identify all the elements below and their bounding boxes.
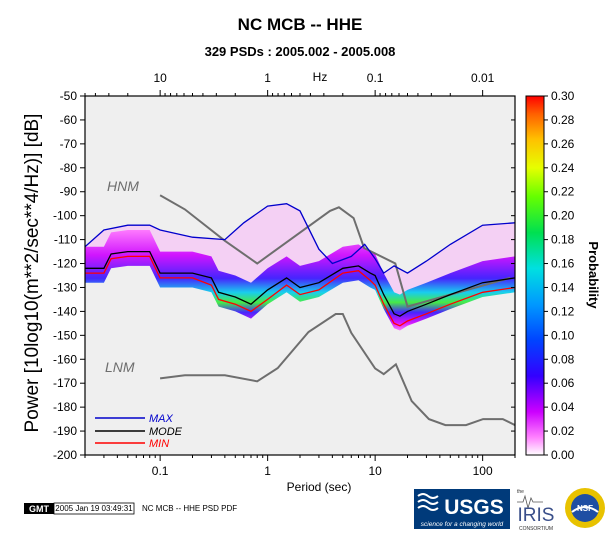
- nsf-text: NSF: [577, 504, 593, 513]
- y-tick-label: -200: [53, 448, 77, 462]
- top-tick-label: 0.1: [367, 71, 384, 85]
- y-tick-label: -70: [60, 137, 78, 151]
- colorbar-tick-label: 0.04: [551, 400, 575, 414]
- y-axis: -50 -60 -70 -80 -90 -100 -110 -120 -130 -140 -150 -…: [53, 89, 515, 462]
- x-tick-label: 0.1: [152, 464, 169, 478]
- y-tick-label: -180: [53, 400, 77, 414]
- chart-subtitle: 329 PSDs : 2005.002 - 2005.008: [205, 44, 396, 59]
- top-frequency-axis: 10 1 0.1 0.01: [84, 71, 495, 96]
- legend-label-max: MAX: [149, 413, 174, 425]
- y-tick-label: -120: [53, 257, 77, 271]
- iris-consortium: CONSORTIUM: [519, 526, 553, 532]
- seismogram-icon: [517, 494, 543, 510]
- min-line: [85, 255, 515, 327]
- hnm-label: HNM: [107, 178, 139, 194]
- noise-models: [159, 194, 515, 427]
- colorbar-tick-label: 0.14: [551, 280, 575, 294]
- colorbar-tick-label: 0.02: [551, 424, 575, 438]
- colorbar-tick-label: 0.30: [551, 89, 575, 103]
- colorbar: [525, 95, 545, 456]
- max-line: [85, 203, 515, 275]
- usgs-logo: USGS science for a changing world: [414, 489, 510, 529]
- gmt-logo: [24, 503, 54, 514]
- colorbar-tick-label: 0.00: [551, 448, 575, 462]
- y-tick-label: -110: [54, 233, 77, 247]
- y-tick-label: -60: [60, 113, 78, 127]
- colorbar-tick-label: 0.26: [551, 137, 575, 151]
- usgs-wordmark: USGS: [444, 496, 504, 519]
- x-axis: 0.1 1 10 100: [84, 455, 516, 478]
- timestamp-box: [53, 502, 135, 515]
- colorbar-tick-label: 0.20: [551, 209, 575, 223]
- y-axis-label: Power [10log10(m**2/sec**4/Hz)] [dB]: [22, 114, 43, 433]
- y-tick-label: -100: [53, 209, 77, 223]
- colorbar-tick-label: 0.28: [551, 113, 575, 127]
- iris-wordmark: IRIS: [518, 505, 555, 526]
- colorbar-tick-label: 0.12: [551, 304, 575, 318]
- colorbar-tick-label: 0.16: [551, 257, 575, 271]
- x-tick-label: 10: [368, 464, 382, 478]
- colorbar-tick-label: 0.22: [551, 185, 575, 199]
- y-tick-label: -160: [53, 352, 77, 366]
- colorbar-tick-label: 0.08: [551, 352, 575, 366]
- colorbar-tick-label: 0.18: [551, 233, 575, 247]
- gmt-logo-text: GMT: [29, 504, 49, 514]
- top-tick-label: 10: [153, 71, 167, 85]
- y-tick-label: -140: [53, 304, 77, 318]
- nsf-logo: NSF: [565, 488, 605, 528]
- y-tick-label: -150: [53, 328, 77, 342]
- mode-line: [85, 250, 515, 317]
- iris-the: the: [517, 489, 524, 495]
- x-tick-label: 100: [473, 464, 493, 478]
- top-tick-label: 1: [264, 71, 271, 85]
- legend: MAX MODE MIN: [95, 413, 183, 450]
- y-tick-label: -80: [60, 161, 78, 175]
- lnm-label: LNM: [105, 359, 135, 375]
- lnm-curve: [159, 313, 515, 427]
- x-axis-label: Period (sec): [287, 480, 352, 494]
- legend-label-min: MIN: [149, 438, 169, 450]
- colorbar-ticks: 0.00 0.02 0.04 0.06 0.08 0.10 0.12 0.14 0.16 0.18…: [544, 89, 575, 462]
- y-tick-label: -50: [60, 89, 78, 103]
- colorbar-label: Probability: [586, 241, 601, 309]
- x-tick-label: 1: [264, 464, 271, 478]
- timestamp: 2005 Jan 19 03:49:31: [55, 504, 133, 513]
- statistics-lines: [85, 203, 515, 327]
- chart-title: NC MCB -- HHE: [238, 15, 363, 34]
- legend-label-mode: MODE: [149, 426, 183, 438]
- hnm-curve: [159, 194, 511, 308]
- footer: GMT 2005 Jan 19 03:49:31 NC MCB -- HHE P…: [24, 502, 237, 515]
- iris-logo: the IRIS CONSORTIUM: [517, 489, 554, 532]
- y-tick-label: -90: [60, 185, 78, 199]
- usgs-tagline: science for a changing world: [421, 521, 504, 528]
- y-tick-label: -190: [53, 424, 77, 438]
- colorbar-tick-label: 0.10: [551, 328, 575, 342]
- y-tick-label: -170: [53, 376, 77, 390]
- colorbar-tick-label: 0.24: [551, 161, 575, 175]
- y-tick-label: -130: [53, 280, 77, 294]
- top-tick-label: 0.01: [471, 71, 495, 85]
- footer-caption: NC MCB -- HHE PSD PDF: [142, 504, 237, 513]
- colorbar-tick-label: 0.06: [551, 376, 575, 390]
- top-axis-label: Hz: [313, 70, 328, 84]
